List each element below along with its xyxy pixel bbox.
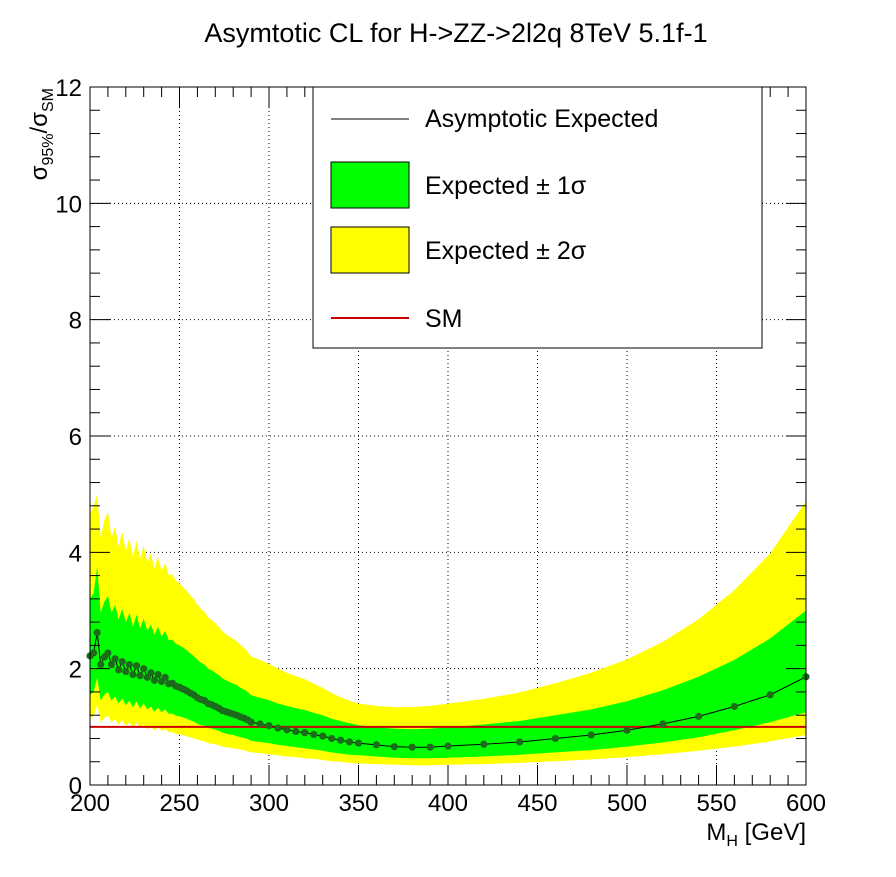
expected-point [766,691,774,699]
expected-point [292,727,300,736]
y-tick-label: 4 [69,540,82,567]
legend-one-sigma-sample [330,161,410,209]
expected-point [265,722,273,730]
y-tick-label: 8 [69,308,82,335]
expected-point [283,726,291,734]
expected-point [480,740,488,748]
y-tick-label: 2 [69,657,82,684]
expected-point [310,730,318,738]
expected-point [136,672,144,680]
x-tick-label: 500 [607,790,647,817]
expected-point [89,649,98,657]
expected-point [345,738,354,746]
legend-two-sigma-label: Expected ± 2σ [425,237,587,265]
expected-point [408,743,416,751]
expected-point [150,676,159,684]
expected-point [111,655,119,663]
x-tick-label: 550 [696,790,736,817]
expected-point [104,649,112,657]
expected-point [256,720,264,728]
x-tick-label: 200 [70,790,110,817]
expected-point [274,724,282,732]
expected-point [93,629,101,637]
x-tick-label: 450 [517,790,557,817]
legend-expected-label: Asymptotic Expected [425,105,658,133]
expected-point [328,734,336,743]
expected-point [97,660,105,669]
x-tick-label: 400 [428,790,468,817]
expected-point [301,729,309,737]
expected-point [426,743,434,751]
expected-point [695,712,703,720]
expected-point [115,666,123,674]
y-tick-labels: 0 2 4 6 8 10 12 [55,75,82,800]
expected-point [107,660,116,669]
y-tick-label: 12 [55,75,82,102]
expected-point [154,670,162,679]
expected-point [587,731,595,739]
y-axis-label: σ95%/σSM [26,88,57,180]
expected-point [129,670,137,679]
expected-point [444,742,452,750]
two-sigma-band [90,494,806,766]
expected-point [132,662,141,670]
expected-point [118,658,126,666]
y-tick-label: 0 [69,773,82,800]
expected-point [354,739,363,747]
expected-point [659,720,667,728]
legend: Asymptotic Expected Expected ± 1σ Expect… [312,86,763,349]
expected-markers [86,629,810,751]
x-tick-label: 250 [159,790,199,817]
expected-point [147,669,155,677]
expected-point [623,726,631,734]
legend-one-sigma-label: Expected ± 1σ [425,172,587,200]
expected-point [390,743,398,751]
expected-point [551,734,560,743]
expected-point [125,660,133,669]
expected-point [122,667,130,676]
expected-point [140,665,148,673]
x-tick-label: 600 [786,790,826,817]
one-sigma-band [90,566,806,759]
x-tick-label: 350 [338,790,378,817]
legend-two-sigma-sample [330,226,410,274]
y-tick-label: 10 [55,191,82,218]
expected-point [161,673,169,681]
legend-sm-label: SM [425,305,463,333]
expected-point [319,732,327,740]
expected-point [730,702,739,711]
expected-point [337,736,345,744]
x-tick-label: 300 [249,790,289,817]
x-axis-label: MH [GeV] [706,819,806,850]
legend-box [312,86,763,349]
chart-title: Asymtotic CL for H->ZZ->2l2q 8TeV 5.1f-1 [204,18,707,48]
expected-point [372,741,380,749]
y-tick-label: 6 [69,424,82,451]
expected-point [247,718,255,726]
expected-point [516,738,524,746]
x-tick-labels: 200 250 300 350 400 450 500 550 600 [70,790,826,817]
